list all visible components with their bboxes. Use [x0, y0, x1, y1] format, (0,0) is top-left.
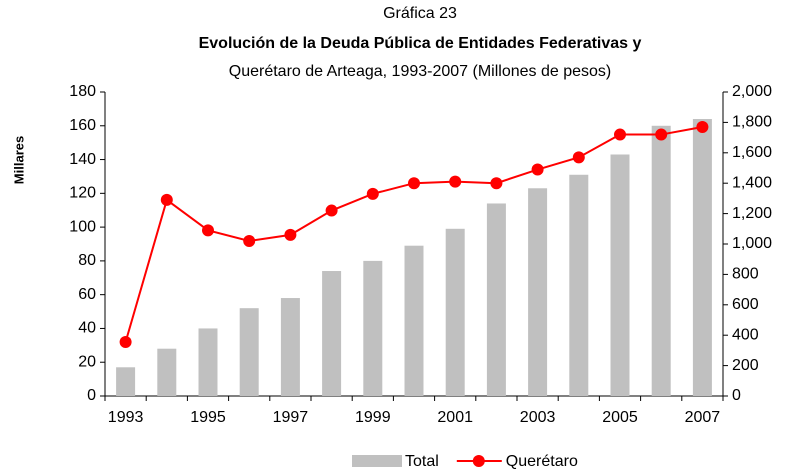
- y2-tick-label: 1,200: [732, 205, 772, 222]
- x-tick-label: 2005: [602, 409, 638, 426]
- x-tick-label: 1997: [273, 409, 309, 426]
- y2-tick-label: 2,000: [732, 83, 772, 100]
- bar: [157, 348, 177, 396]
- y-tick-label: 20: [78, 353, 96, 370]
- y2-tick-label: 400: [732, 326, 759, 343]
- x-tick-label: 2007: [685, 409, 721, 426]
- marker: [160, 193, 173, 206]
- x-tick-label: 2001: [437, 409, 473, 426]
- y2-tick-label: 200: [732, 357, 759, 374]
- legend-swatch: [352, 455, 402, 467]
- chart-title: Gráfica 23: [383, 5, 457, 22]
- marker: [449, 175, 462, 188]
- y2-tick-label: 1,000: [732, 235, 772, 252]
- legend-label: Total: [405, 453, 439, 470]
- marker: [490, 177, 503, 190]
- y-tick-label: 0: [87, 387, 96, 404]
- marker: [325, 204, 338, 217]
- bar: [404, 245, 424, 396]
- bar: [486, 203, 506, 396]
- marker: [284, 228, 297, 241]
- legend-swatch: [472, 455, 485, 467]
- bar: [445, 228, 465, 396]
- y2-tick-label: 0: [732, 387, 741, 404]
- legend-label: Querétaro: [506, 453, 578, 470]
- y-tick-label: 160: [69, 117, 96, 134]
- marker: [655, 128, 668, 141]
- y2-tick-label: 600: [732, 296, 759, 313]
- x-tick-label: 1995: [190, 409, 226, 426]
- y-axis-label: Millares: [11, 136, 26, 184]
- bar: [569, 174, 589, 396]
- bar: [651, 125, 671, 397]
- marker: [408, 177, 420, 190]
- x-tick-label: 2003: [520, 409, 556, 426]
- bar: [322, 271, 342, 396]
- y2-tick-label: 1,600: [732, 144, 772, 161]
- x-tick-label: 1993: [108, 409, 144, 426]
- y-tick-label: 140: [69, 151, 96, 168]
- x-tick-label: 1999: [355, 409, 391, 426]
- bar: [692, 119, 712, 397]
- marker: [531, 163, 544, 176]
- bar: [363, 260, 383, 396]
- y2-tick-label: 1,800: [732, 114, 772, 131]
- bar: [116, 367, 136, 396]
- marker: [243, 234, 256, 247]
- marker: [366, 187, 379, 200]
- y-tick-label: 180: [69, 83, 96, 100]
- y-tick-label: 40: [78, 320, 96, 337]
- bar: [198, 328, 218, 396]
- marker: [696, 120, 709, 133]
- y-tick-label: 60: [78, 286, 96, 303]
- y2-tick-label: 1,400: [732, 174, 772, 191]
- bar: [528, 188, 548, 396]
- bar: [280, 298, 300, 396]
- marker: [202, 224, 214, 237]
- marker: [572, 151, 585, 164]
- y-tick-label: 80: [78, 252, 96, 269]
- bar: [610, 154, 630, 396]
- bar: [239, 308, 259, 396]
- y-tick-label: 120: [69, 185, 96, 202]
- y-tick-label: 100: [69, 218, 96, 235]
- chart-subtitle: Querétaro de Arteaga, 1993-2007 (Millone…: [229, 63, 611, 80]
- chart-subtitle: Evolución de la Deuda Pública de Entidad…: [199, 35, 642, 52]
- marker: [119, 336, 132, 349]
- y2-tick-label: 800: [732, 266, 759, 283]
- marker: [614, 128, 626, 141]
